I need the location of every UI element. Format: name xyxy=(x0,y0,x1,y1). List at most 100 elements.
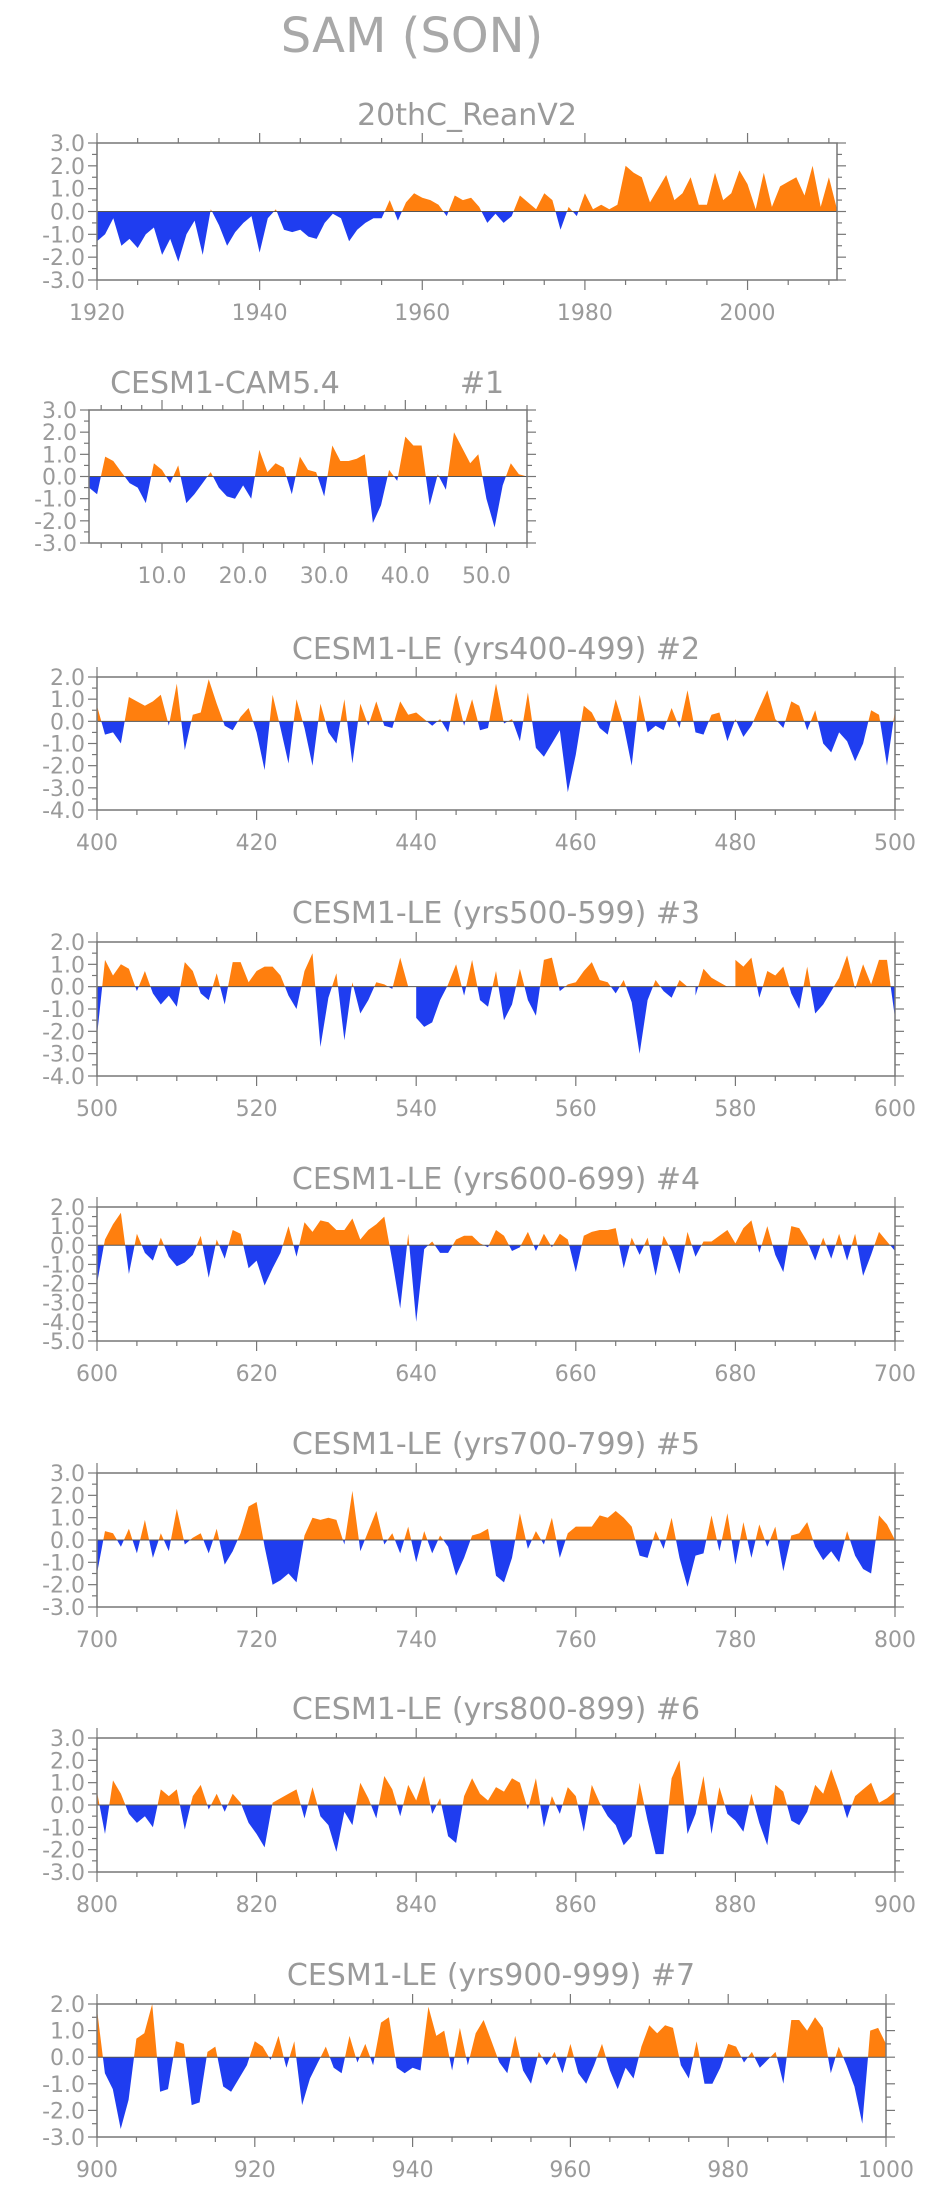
y-tick-label: -3.0 xyxy=(42,269,85,294)
y-tick-label: -3.0 xyxy=(34,532,77,557)
x-tick-label: 40.0 xyxy=(381,564,430,589)
panel-3: CESM1-LE (yrs400-499) #2 -4.0-3.0-2.0-1.0… xyxy=(42,632,916,856)
y-tick-label: -1.0 xyxy=(42,1551,85,1576)
y-tick-label: 0.0 xyxy=(50,201,85,226)
panel-1: 20thC_ReanV2 -3.0-2.0-1.00.01.02.03.0 1920… xyxy=(42,98,846,326)
y-tick-label: 0.0 xyxy=(50,2046,85,2071)
y-tick-label: 1.0 xyxy=(50,1507,85,1532)
y-tick-label: -4.0 xyxy=(42,1065,85,1090)
y-tick-label: -1.0 xyxy=(42,223,85,248)
x-tick-label: 30.0 xyxy=(300,564,349,589)
y-tick-label: -3.0 xyxy=(42,2126,85,2151)
negative-area xyxy=(89,476,506,528)
x-tick-label: 540 xyxy=(395,1097,437,1122)
x-tick-label: 500 xyxy=(874,831,916,856)
y-tick-label: -2.0 xyxy=(42,1273,85,1298)
panel-title: CESM1-LE (yrs500-599) #3 xyxy=(292,896,700,931)
x-tick-label: 760 xyxy=(555,1628,597,1653)
y-tick-label: 2.0 xyxy=(50,666,85,691)
negative-area xyxy=(99,1805,852,1855)
y-tick-label: 2.0 xyxy=(42,421,77,446)
x-tick-label: 580 xyxy=(714,1097,756,1122)
y-tick-label: -2.0 xyxy=(42,1020,85,1045)
panel-8: CESM1-LE (yrs900-999) #7-3.0-2.0-1.00.01… xyxy=(42,1958,914,2183)
x-tick-label: 800 xyxy=(874,1628,916,1653)
positive-area xyxy=(97,1760,895,1805)
panel-title: CESM1-LE (yrs700-799) #5 xyxy=(292,1427,700,1462)
y-tick-label: 2.0 xyxy=(50,1196,85,1221)
x-tick-label: 840 xyxy=(395,1893,437,1918)
negative-area xyxy=(97,986,895,1054)
y-tick-label: -1.0 xyxy=(42,998,85,1023)
panel-5: CESM1-LE (yrs600-699) #4 -5.0-4.0-3.0-2.0… xyxy=(42,1162,916,1387)
panel-title: 20thC_ReanV2 xyxy=(357,98,577,133)
y-tick-label: 0.0 xyxy=(50,1529,85,1554)
x-tick-label: 480 xyxy=(714,831,756,856)
x-tick-label: 920 xyxy=(234,2158,276,2183)
x-tick-label: 10.0 xyxy=(138,564,187,589)
x-tick-label: 780 xyxy=(714,1628,756,1653)
y-tick-label: 0.0 xyxy=(50,1234,85,1259)
panel-title: CESM1-LE (yrs900-999) #7 xyxy=(287,1958,695,1993)
positive-area xyxy=(103,1490,896,1540)
y-tick-label: -4.0 xyxy=(42,799,85,824)
y-tick-label: -3.0 xyxy=(42,1861,85,1886)
panel-title: CESM1-CAM5.4 xyxy=(110,366,340,401)
x-tick-label: 1940 xyxy=(232,301,288,326)
y-tick-label: -2.0 xyxy=(42,1839,85,1864)
y-tick-label: -2.0 xyxy=(42,246,85,271)
plot-frame xyxy=(96,2003,887,2138)
x-tick-label: 1980 xyxy=(557,301,613,326)
y-tick-label: 0.0 xyxy=(50,976,85,1001)
negative-area xyxy=(97,1540,876,1587)
x-tick-label: 400 xyxy=(76,831,118,856)
y-tick-label: -5.0 xyxy=(42,1330,85,1355)
y-tick-label: -4.0 xyxy=(42,1311,85,1336)
figure-title: SAM (SON) xyxy=(281,8,543,64)
x-tick-label: 620 xyxy=(236,1362,278,1387)
x-tick-label: 820 xyxy=(236,1893,278,1918)
y-tick-label: 2.0 xyxy=(50,931,85,956)
y-tick-label: -3.0 xyxy=(42,1043,85,1068)
x-tick-label: 560 xyxy=(555,1097,597,1122)
y-tick-label: -1.0 xyxy=(42,2073,85,2098)
y-tick-label: -1.0 xyxy=(42,733,85,758)
x-tick-label: 500 xyxy=(76,1097,118,1122)
x-tick-label: 860 xyxy=(555,1893,597,1918)
y-tick-label: -1.0 xyxy=(42,1253,85,1278)
x-tick-label: 1960 xyxy=(394,301,450,326)
panel-tag: #1 xyxy=(460,366,504,401)
negative-area xyxy=(97,211,579,262)
x-tick-label: 880 xyxy=(714,1893,756,1918)
x-tick-label: 520 xyxy=(236,1097,278,1122)
panel-title: CESM1-LE (yrs600-699) #4 xyxy=(292,1162,700,1197)
y-tick-label: -2.0 xyxy=(42,1574,85,1599)
x-tick-label: 680 xyxy=(714,1362,756,1387)
x-tick-label: 700 xyxy=(76,1628,118,1653)
y-tick-label: 1.0 xyxy=(50,1772,85,1797)
x-tick-label: 800 xyxy=(76,1893,118,1918)
y-tick-label: 1.0 xyxy=(50,2020,85,2045)
x-tick-label: 700 xyxy=(874,1362,916,1387)
positive-area xyxy=(100,432,528,477)
x-tick-label: 600 xyxy=(874,1097,916,1122)
y-tick-label: -1.0 xyxy=(34,488,77,513)
panel-title: CESM1-LE (yrs800-899) #6 xyxy=(292,1692,700,1727)
x-tick-label: 740 xyxy=(395,1628,437,1653)
x-tick-label: 960 xyxy=(549,2158,591,2183)
x-tick-label: 50.0 xyxy=(462,564,511,589)
x-tick-label: 900 xyxy=(874,1893,916,1918)
y-tick-label: 3.0 xyxy=(50,1462,85,1487)
x-tick-label: 1920 xyxy=(69,301,125,326)
x-tick-label: 640 xyxy=(395,1362,437,1387)
x-tick-label: 940 xyxy=(392,2158,434,2183)
positive-area xyxy=(97,2004,886,2058)
plot-frame xyxy=(96,1206,896,1342)
y-tick-label: -3.0 xyxy=(42,1292,85,1317)
panel-4: CESM1-LE (yrs500-599) #3 -4.0-3.0-2.0-1.0… xyxy=(42,896,916,1122)
y-tick-label: 0.0 xyxy=(42,466,77,491)
x-tick-label: 460 xyxy=(555,831,597,856)
positive-area xyxy=(97,679,895,722)
y-tick-label: 2.0 xyxy=(50,1484,85,1509)
y-tick-label: -1.0 xyxy=(42,1816,85,1841)
